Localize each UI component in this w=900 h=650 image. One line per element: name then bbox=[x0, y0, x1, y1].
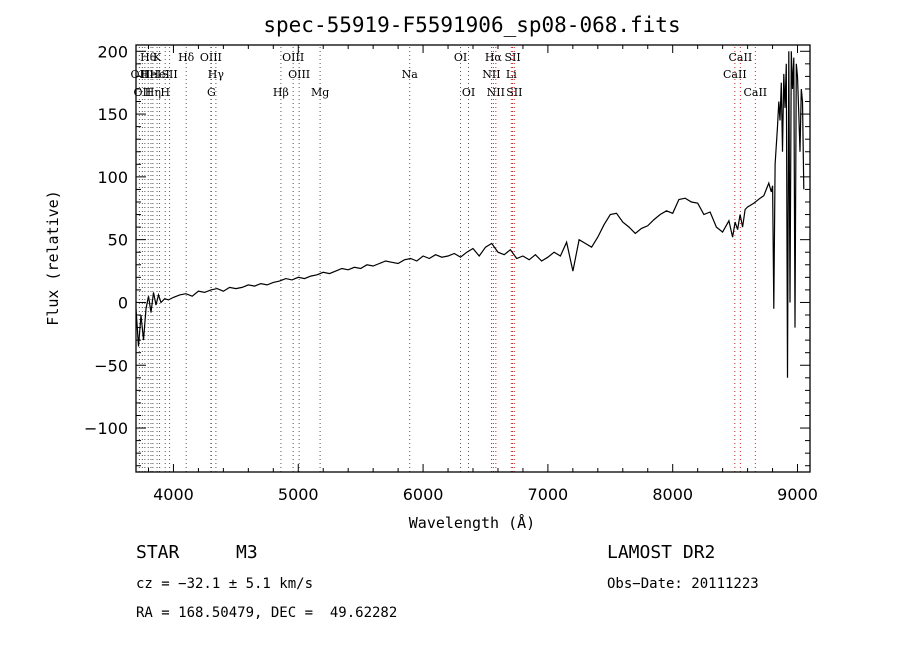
spectral-line-label: OI bbox=[454, 51, 467, 64]
spectral-line-label: Hθ bbox=[140, 51, 157, 64]
spectrum-line bbox=[135, 51, 805, 378]
y-tick-label: −50 bbox=[94, 356, 128, 375]
x-tick-label: 9000 bbox=[777, 485, 818, 504]
spectral-line-label: HeI bbox=[141, 68, 161, 81]
x-tick-label: 5000 bbox=[278, 485, 319, 504]
spectral-line-label: Hβ bbox=[273, 86, 289, 99]
y-tick-label: 100 bbox=[97, 168, 128, 187]
spectral-line-label: Li bbox=[506, 68, 517, 81]
spectral-line-label: OIII bbox=[200, 51, 222, 64]
y-tick-label: −100 bbox=[84, 419, 128, 438]
object-class: STAR bbox=[136, 542, 180, 563]
spectral-line-label: OII bbox=[131, 68, 149, 81]
y-tick-label: 150 bbox=[97, 105, 128, 124]
object-subclass: M3 bbox=[236, 542, 258, 563]
obs-date-text: Obs−Date: 20111223 bbox=[607, 576, 759, 592]
x-axis-ticks: 4000 5000 6000 7000 8000 9000 bbox=[147, 45, 818, 504]
spectral-line-label: CaII bbox=[729, 51, 753, 64]
y-tick-label: 0 bbox=[118, 293, 128, 312]
spectral-line-label: Mg bbox=[311, 86, 329, 99]
spectral-line-label: OIII bbox=[288, 68, 310, 81]
y-tick-label: 50 bbox=[108, 231, 128, 250]
survey-name: LAMOST DR2 bbox=[607, 542, 716, 563]
coordinates-text: RA = 168.50479, DEC = 49.62282 bbox=[136, 605, 398, 621]
spectral-line-label: SII bbox=[161, 68, 177, 81]
spectral-line-label: SII bbox=[504, 51, 520, 64]
x-axis-label: Wavelength (Å) bbox=[409, 513, 535, 532]
chart-title: spec-55919-F5591906_sp08-068.fits bbox=[263, 13, 680, 37]
spectral-line-label: CaII bbox=[723, 68, 747, 81]
y-tick-label: 200 bbox=[97, 42, 128, 61]
spectral-line-label: CaII bbox=[743, 86, 767, 99]
spectral-line-label: Hγ bbox=[208, 68, 225, 81]
x-tick-label: 8000 bbox=[652, 485, 693, 504]
spectral-line-markers bbox=[138, 47, 756, 472]
plot-frame bbox=[135, 44, 811, 473]
velocity-text: cz = −32.1 ± 5.1 km/s bbox=[136, 576, 314, 592]
x-tick-label: 7000 bbox=[528, 485, 569, 504]
y-axis-ticks: −100 −50 0 50 100 150 200 bbox=[84, 42, 810, 467]
spectral-line-label: Hη bbox=[145, 86, 161, 99]
spectral-line-label: NII bbox=[482, 68, 500, 81]
y-axis-label: Flux (relative) bbox=[44, 190, 62, 325]
spectral-line-label: Hδ bbox=[178, 51, 195, 64]
spectral-line-label: Na bbox=[402, 68, 419, 81]
spectral-line-label: NII bbox=[487, 86, 505, 99]
spectral-line-label: K bbox=[153, 51, 162, 64]
spectral-line-label: Hα bbox=[485, 51, 503, 64]
spectral-line-label: HeI bbox=[149, 68, 169, 81]
spectral-line-label: G bbox=[207, 86, 216, 99]
spectral-line-label: H bbox=[140, 68, 150, 81]
x-tick-label: 6000 bbox=[403, 485, 444, 504]
spectral-line-label: SII bbox=[506, 86, 522, 99]
x-tick-label: 4000 bbox=[153, 485, 194, 504]
spectral-line-label: H bbox=[160, 86, 170, 99]
spectral-line-label: OI bbox=[462, 86, 475, 99]
spectral-line-label: OIII bbox=[282, 51, 304, 64]
